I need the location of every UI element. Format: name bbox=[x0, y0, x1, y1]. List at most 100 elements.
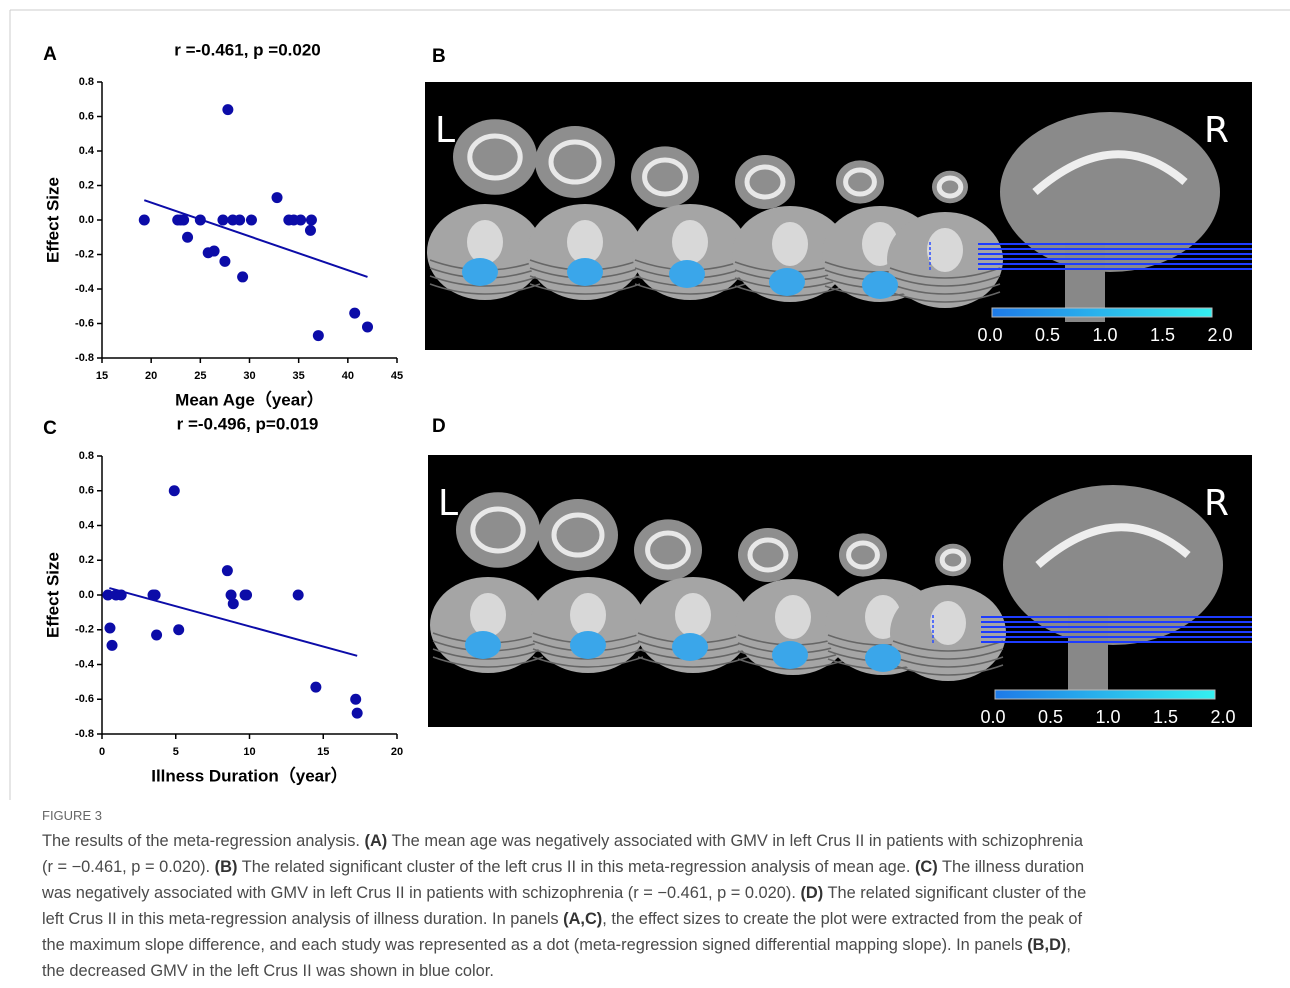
y-tick-label: -0.4 bbox=[75, 658, 95, 670]
slice-detail bbox=[930, 601, 966, 645]
slice-detail bbox=[889, 275, 1001, 287]
slice-detail bbox=[775, 595, 811, 639]
data-point bbox=[182, 231, 194, 243]
colorbar-tick-label: 2.0 bbox=[1207, 325, 1232, 345]
slice bbox=[631, 146, 699, 208]
y-tick-label: 0.8 bbox=[79, 76, 94, 88]
slice-detail bbox=[1068, 615, 1108, 695]
cluster bbox=[772, 641, 808, 669]
colorbar-tick-label: 2.0 bbox=[1210, 707, 1235, 727]
hemisphere-label: R bbox=[1204, 110, 1229, 151]
hemisphere-label: L bbox=[435, 110, 455, 151]
y-tick-label: 0.6 bbox=[79, 110, 94, 122]
chart-title: r =-0.496, p=0.019 bbox=[177, 414, 319, 433]
caption-text: The illness duration bbox=[937, 858, 1085, 876]
slice-detail bbox=[470, 593, 506, 637]
slice-detail bbox=[1035, 523, 1191, 569]
x-tick-label: 35 bbox=[293, 370, 305, 382]
y-tick-label: -0.6 bbox=[75, 317, 94, 329]
y-tick-label: -0.8 bbox=[75, 728, 94, 740]
data-point bbox=[219, 255, 231, 267]
caption-ref: (B) bbox=[214, 858, 238, 876]
x-tick-label: 20 bbox=[145, 370, 157, 382]
hemisphere-label: L bbox=[438, 483, 458, 524]
colorbar-tick-label: 0.5 bbox=[1035, 325, 1060, 345]
slice-detail bbox=[737, 658, 849, 670]
data-point bbox=[292, 589, 304, 601]
panel-label: A bbox=[43, 44, 57, 65]
caption-line: left Crus II in this meta-regression ana… bbox=[42, 910, 1082, 929]
colorbar-tick-label: 0.5 bbox=[1038, 707, 1063, 727]
data-point bbox=[312, 330, 324, 342]
x-tick-label: 0 bbox=[99, 746, 105, 758]
caption-text: , the effect sizes to create the plot we… bbox=[602, 910, 1083, 928]
cluster bbox=[862, 271, 898, 299]
slice-detail bbox=[846, 540, 880, 570]
hemisphere-label: R bbox=[1204, 483, 1229, 524]
x-axis-label: Mean Age（year） bbox=[175, 389, 324, 409]
caption-ref: (A,C) bbox=[563, 910, 603, 928]
slice-detail bbox=[467, 133, 523, 181]
cluster bbox=[865, 644, 901, 672]
caption-line: (r = −0.461, p = 0.020). (B) The related… bbox=[42, 858, 1084, 877]
caption-line: was negatively associated with GMV in le… bbox=[42, 884, 1086, 903]
data-point bbox=[349, 307, 361, 319]
data-point bbox=[222, 104, 234, 116]
data-point bbox=[106, 639, 118, 651]
panel-label: C bbox=[43, 418, 57, 439]
caption-ref: (C) bbox=[914, 858, 938, 876]
data-point bbox=[305, 214, 317, 226]
slice bbox=[535, 126, 615, 198]
colorbar-tick-label: 1.0 bbox=[1092, 325, 1117, 345]
slice-detail bbox=[429, 275, 541, 287]
data-point bbox=[208, 245, 220, 257]
slice-detail bbox=[892, 640, 1004, 652]
slice-detail bbox=[570, 593, 606, 637]
y-tick-label: 0.6 bbox=[79, 485, 94, 497]
slice bbox=[453, 119, 537, 195]
caption-text: was negatively associated with GMV in le… bbox=[42, 884, 801, 902]
y-tick-label: -0.2 bbox=[75, 624, 94, 636]
trend-line bbox=[143, 199, 368, 278]
slice-detail bbox=[532, 656, 644, 668]
slice-detail bbox=[889, 267, 1001, 279]
colorbar-tick-label: 1.5 bbox=[1153, 707, 1178, 727]
colorbar-tick-label: 1.5 bbox=[1150, 325, 1175, 345]
data-point bbox=[237, 271, 249, 283]
slice bbox=[839, 533, 887, 577]
x-tick-label: 15 bbox=[96, 370, 108, 382]
colorbar-tick-label: 0.0 bbox=[980, 707, 1005, 727]
caption-text: the maximum slope difference, and each s… bbox=[42, 936, 1028, 954]
y-tick-label: -0.6 bbox=[75, 693, 94, 705]
data-point bbox=[173, 624, 185, 636]
slice-detail bbox=[927, 228, 963, 272]
caption-text: the decreased GMV in the left Crus II wa… bbox=[42, 962, 494, 980]
y-tick-label: 0.0 bbox=[79, 589, 94, 601]
y-tick-label: 0.2 bbox=[79, 554, 94, 566]
colorbar bbox=[991, 307, 1213, 318]
caption-text: , bbox=[1066, 936, 1071, 954]
y-axis-label: Effect Size bbox=[43, 552, 62, 638]
slice-detail bbox=[642, 157, 688, 197]
slice bbox=[538, 499, 618, 571]
y-tick-label: 0.4 bbox=[79, 519, 95, 531]
caption-line: The results of the meta-regression analy… bbox=[42, 832, 1083, 851]
x-axis-label: Illness Duration（year） bbox=[151, 765, 348, 785]
caption-text: left Crus II in this meta-regression ana… bbox=[42, 910, 564, 928]
caption-text: The related significant cluster of the bbox=[823, 884, 1087, 902]
slice-detail bbox=[429, 283, 541, 295]
slice-detail bbox=[939, 548, 967, 572]
cluster bbox=[462, 258, 498, 286]
slice-detail bbox=[432, 656, 544, 668]
panel-label: D bbox=[432, 416, 446, 437]
data-point bbox=[271, 192, 283, 204]
data-point bbox=[310, 681, 322, 693]
data-point bbox=[104, 622, 116, 634]
data-point bbox=[234, 214, 246, 226]
chart-title: r =-0.461, p =0.020 bbox=[174, 40, 321, 59]
data-point bbox=[245, 214, 257, 226]
x-tick-label: 25 bbox=[194, 370, 206, 382]
caption-text: The results of the meta-regression analy… bbox=[42, 832, 365, 850]
slice-detail bbox=[567, 220, 603, 264]
cluster bbox=[669, 260, 705, 288]
